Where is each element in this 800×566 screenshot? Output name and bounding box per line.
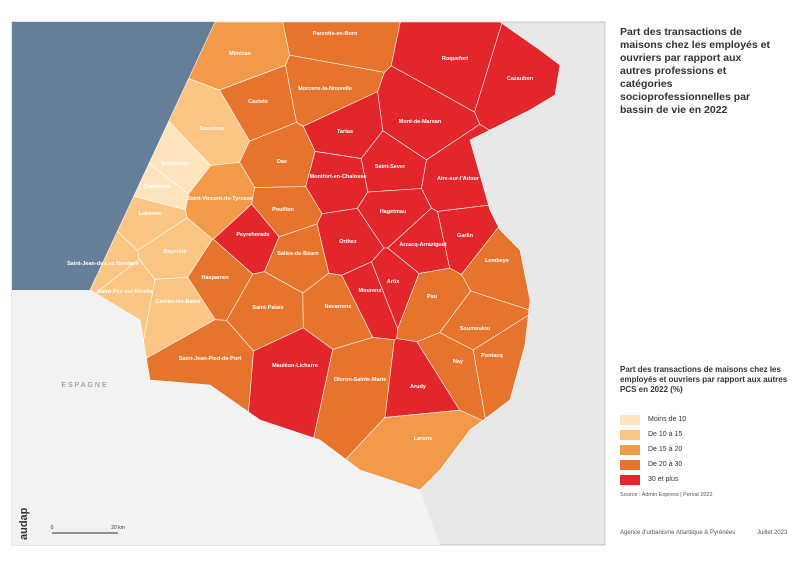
legend-item: De 20 à 30 [620,457,686,472]
region-label: Saint-Vincent-de-Tyrosse [187,196,253,202]
region-label: Saint-Pée-sur-Nivelle [97,289,152,295]
logo: audap [18,507,30,540]
ocean [12,22,215,290]
region-label: Nay [453,359,464,365]
legend-label: De 15 à 20 [648,446,683,453]
legend-swatch [620,474,640,485]
region-label: Labenne [139,211,162,217]
region-label: Orthez [339,239,357,245]
spain [12,290,440,545]
legend-item: Moins de 10 [620,412,686,427]
region-label: Tartas [337,129,353,135]
region-label: Lembeye [485,258,509,264]
region-label: Mimizan [229,51,251,57]
scale-start: 0 [51,525,54,531]
region-label: Mont-de-Marsan [399,119,442,125]
region-label: Aire-sur-l'Adour [437,176,480,182]
region [345,409,484,491]
region-label: Castets [248,99,268,105]
region-label: Bayonne [163,249,186,255]
region-label: Hasparren [201,275,229,281]
country-label: ESPAGNE [61,382,108,389]
legend-label: 30 et plus [648,476,679,483]
region-label: Pouillon [272,207,294,213]
region [146,319,254,413]
legend: Moins de 10 De 10 à 15 De 15 à 20 De 20 à 3… [620,412,686,487]
region-label: Seignosse [161,161,189,167]
legend-label: De 10 à 15 [648,431,683,438]
legend-title: Part des transactions de maisons chez le… [620,365,788,394]
region-label: Peyrehorade [236,232,269,238]
footer-agency: Agence d'urbanisme Atlantique & Pyrénées [620,530,736,536]
region-label: Cambo-les-Bains [156,299,201,305]
legend-swatch [620,414,640,425]
region-label: Mauléon-Licharre [272,363,318,369]
scale-end: 20 km [111,525,125,531]
region-label: Soustons [199,126,224,132]
region [95,258,156,341]
legend-label: De 20 à 30 [648,461,683,468]
legend-swatch [620,429,640,440]
region-label: Mourenx [359,288,383,294]
region-label: Dax [277,159,288,165]
region-label: Salies-de-Béarn [277,251,319,257]
title: Part des transactions de maisons chez le… [620,26,770,116]
region-label: Oloron-Sainte-Marie [334,377,387,383]
region-label: Pau [427,294,437,300]
region-label: Capbreton [143,184,171,190]
region-label: Garlin [457,233,474,239]
legend-item: 30 et plus [620,472,686,487]
legend-label: Moins de 10 [648,416,687,423]
legend-swatch [620,459,640,470]
legend-item: De 10 à 15 [620,427,686,442]
region-label: Saint-Jean-de-Luz Hendaye [67,261,139,267]
region-label: Parentis-en-Born [313,31,358,37]
region-label: Arudy [410,384,427,390]
region-label: Morcenx-la-Nouvelle [298,86,352,92]
source: Source : Admin Express | Perval 2022 [620,492,713,498]
legend-swatch [620,444,640,455]
region-label: Saint-Sever [375,164,406,170]
region [377,65,481,161]
region-label: Montfort-en-Chalosse [310,174,367,180]
region-label: Hagetmau [380,209,407,215]
region-label: Pontacq [481,353,503,359]
region-label: Arzacq-Arraziguet [399,242,447,248]
region-label: Roquefort [442,56,468,62]
region-label: Navarrenx [325,304,353,310]
footer-date: Juillet 2023 [757,530,788,536]
region-label: Artix [387,279,400,285]
region-label: Cazaubon [507,76,534,82]
region-label: Soumoulou [460,326,490,332]
region [472,314,529,420]
region-label: Laruns [414,436,432,442]
region-label: Saint-Jean-Pied-de-Port [179,356,242,362]
region-label: Saint-Palais [252,305,283,311]
legend-item: De 15 à 20 [620,442,686,457]
